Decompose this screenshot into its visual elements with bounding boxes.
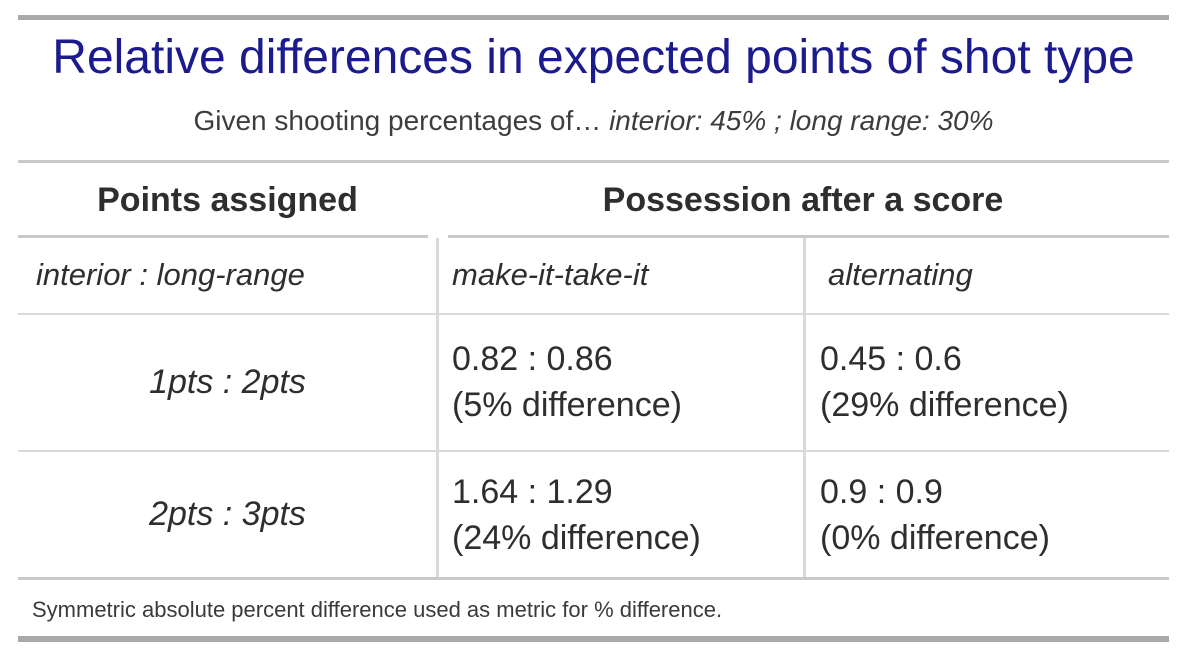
subtitle: Given shooting percentages of… interior:… bbox=[18, 105, 1169, 137]
subheader-bottom-rule bbox=[18, 313, 1169, 315]
ratio-value: 1.64 : 1.29 bbox=[452, 472, 613, 511]
row-divider-rule bbox=[18, 450, 1169, 452]
row-label-1pts-2pts: 1pts : 2pts bbox=[149, 362, 306, 401]
page-title: Relative differences in expected points … bbox=[52, 31, 1135, 84]
cell-1pts2pts-alternating: 0.45 : 0.6 (29% difference) bbox=[820, 314, 1069, 450]
table-bottom-rule bbox=[18, 577, 1169, 580]
table-top-rule bbox=[18, 160, 1169, 163]
top-divider-bar bbox=[18, 15, 1169, 20]
bottom-divider-bar bbox=[18, 636, 1169, 642]
column-divider-2 bbox=[803, 238, 806, 578]
points-assigned-underline bbox=[18, 235, 428, 238]
footnote: Symmetric absolute percent difference us… bbox=[32, 597, 723, 622]
ratio-value: 0.82 : 0.86 bbox=[452, 340, 613, 378]
difference-value: (24% difference) bbox=[452, 518, 701, 557]
difference-value: (0% difference) bbox=[820, 518, 1050, 557]
difference-value: (5% difference) bbox=[452, 386, 682, 424]
cell-1pts2pts-make-it-take-it: 0.82 : 0.86 (5% difference) bbox=[452, 314, 682, 450]
group-header-points-assigned: Points assigned bbox=[97, 180, 358, 219]
column-header-interior-long-range: interior : long-range bbox=[36, 257, 305, 292]
column-header-make-it-take-it: make-it-take-it bbox=[452, 257, 649, 292]
ratio-value: 0.9 : 0.9 bbox=[820, 472, 943, 511]
group-header-possession-after-score: Possession after a score bbox=[602, 180, 1004, 219]
cell-2pts3pts-alternating: 0.9 : 0.9 (0% difference) bbox=[820, 452, 1050, 577]
column-divider-1 bbox=[436, 238, 439, 578]
ratio-value: 0.45 : 0.6 bbox=[820, 340, 962, 378]
subtitle-prefix: Given shooting percentages of… bbox=[193, 105, 610, 136]
column-header-alternating: alternating bbox=[828, 257, 973, 292]
possession-underline bbox=[448, 235, 1169, 238]
cell-2pts3pts-make-it-take-it: 1.64 : 1.29 (24% difference) bbox=[452, 452, 701, 577]
row-label-2pts-3pts: 2pts : 3pts bbox=[149, 495, 306, 533]
difference-value: (29% difference) bbox=[820, 386, 1069, 424]
subtitle-assumptions: interior: 45% ; long range: 30% bbox=[609, 105, 994, 136]
